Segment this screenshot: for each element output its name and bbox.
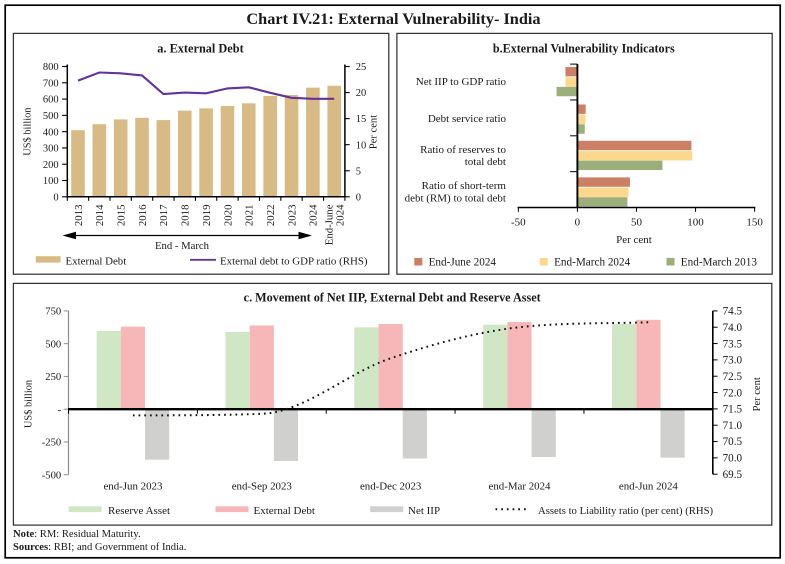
svg-text:-500: -500 — [42, 470, 61, 481]
svg-text:total debt: total debt — [465, 156, 506, 168]
svg-text:Per cent: Per cent — [752, 377, 763, 411]
svg-text:End-March 2013: End-March 2013 — [681, 256, 758, 268]
svg-text:Reserve Asset: Reserve Asset — [108, 505, 170, 517]
svg-text:2024: 2024 — [335, 204, 347, 226]
svg-text:100: 100 — [43, 176, 59, 187]
svg-text:73.5: 73.5 — [723, 338, 743, 350]
svg-text:end-Jun 2023: end-Jun 2023 — [103, 481, 163, 493]
svg-text:73.0: 73.0 — [723, 355, 743, 367]
svg-text:300: 300 — [43, 144, 59, 155]
svg-text:70.5: 70.5 — [723, 436, 743, 448]
svg-text:External debt to GDP ratio (RH: External debt to GDP ratio (RHS) — [220, 256, 368, 268]
svg-text:0: 0 — [575, 217, 581, 229]
svg-text:Per cent: Per cent — [369, 115, 380, 149]
svg-text:400: 400 — [43, 127, 59, 138]
svg-text:end-Dec 2023: end-Dec 2023 — [360, 481, 422, 493]
svg-text:End-March 2024: End-March 2024 — [554, 256, 631, 268]
svg-text:0: 0 — [356, 192, 361, 203]
svg-text:2018: 2018 — [180, 205, 192, 227]
svg-text:72.5: 72.5 — [723, 371, 743, 383]
svg-text:c. Movement of Net IIP, Extern: c. Movement of Net IIP, External Debt an… — [244, 290, 541, 304]
svg-text:External Debt: External Debt — [254, 505, 315, 517]
svg-text:Ratio of short-term: Ratio of short-term — [422, 180, 507, 192]
svg-text:2015: 2015 — [115, 205, 127, 227]
svg-text:US$ billion: US$ billion — [23, 107, 34, 156]
svg-text:50: 50 — [631, 217, 643, 229]
svg-text:2016: 2016 — [137, 204, 149, 226]
svg-text:-: - — [58, 405, 62, 416]
svg-text:2024: 2024 — [308, 204, 320, 226]
svg-text:Sources: RBI; and Government o: Sources: RBI; and Government of India. — [13, 542, 186, 553]
svg-text:2023: 2023 — [286, 205, 298, 227]
svg-text:end-Sep 2023: end-Sep 2023 — [232, 481, 293, 493]
svg-text:25: 25 — [356, 62, 367, 73]
svg-text:74.0: 74.0 — [723, 322, 743, 334]
svg-text:500: 500 — [45, 339, 61, 350]
svg-text:end-Jun 2024: end-Jun 2024 — [619, 481, 679, 493]
svg-text:69.5: 69.5 — [723, 469, 743, 481]
svg-text:Ratio of reserves to: Ratio of reserves to — [420, 144, 506, 156]
svg-text:External Debt: External Debt — [66, 256, 127, 268]
svg-text:US$ billion: US$ billion — [23, 379, 34, 428]
svg-text:71.0: 71.0 — [723, 420, 743, 432]
svg-text:Net IIP: Net IIP — [408, 505, 440, 517]
svg-text:2021: 2021 — [244, 205, 256, 227]
svg-text:70.0: 70.0 — [723, 453, 743, 465]
svg-text:72.0: 72.0 — [723, 387, 743, 399]
svg-text:-250: -250 — [42, 438, 61, 449]
svg-text:Chart IV.21: External Vulnerab: Chart IV.21: External Vulnerability- Ind… — [246, 9, 540, 28]
svg-text:2014: 2014 — [94, 204, 106, 226]
svg-text:Assets to Liability ratio (per: Assets to Liability ratio (per cent) (RH… — [538, 505, 714, 517]
svg-text:-50: -50 — [511, 217, 526, 229]
svg-text:end-Mar 2024: end-Mar 2024 — [489, 481, 552, 493]
svg-text:200: 200 — [43, 160, 59, 171]
svg-text:debt (RM) to total debt: debt (RM) to total debt — [405, 193, 506, 205]
svg-text:500: 500 — [43, 111, 59, 122]
svg-text:Net IIP to GDP ratio: Net IIP to GDP ratio — [416, 76, 507, 88]
svg-text:Per cent: Per cent — [616, 234, 652, 246]
svg-text:2019: 2019 — [201, 205, 213, 227]
svg-text:End-June: End-June — [324, 204, 336, 245]
svg-text:2020: 2020 — [222, 205, 234, 227]
svg-text:10: 10 — [356, 140, 367, 151]
svg-text:74.5: 74.5 — [723, 306, 743, 318]
svg-text:700: 700 — [43, 78, 59, 89]
svg-text:2022: 2022 — [265, 205, 277, 227]
svg-text:2013: 2013 — [73, 205, 85, 227]
svg-text:End-June 2024: End-June 2024 — [429, 256, 497, 268]
svg-text:Note: RM: Residual Maturity.: Note: RM: Residual Maturity. — [13, 529, 141, 540]
svg-text:71.5: 71.5 — [723, 404, 743, 416]
svg-text:a. External Debt: a. External Debt — [157, 42, 244, 56]
svg-text:2017: 2017 — [158, 204, 170, 226]
svg-text:100: 100 — [687, 217, 704, 229]
svg-text:0: 0 — [53, 192, 58, 203]
svg-text:150: 150 — [746, 217, 763, 229]
svg-text:End - March: End - March — [155, 240, 210, 252]
svg-text:600: 600 — [43, 95, 59, 106]
svg-text:250: 250 — [45, 372, 61, 383]
svg-text:5: 5 — [356, 166, 361, 177]
svg-text:20: 20 — [356, 88, 367, 99]
svg-text:15: 15 — [356, 114, 367, 125]
svg-text:750: 750 — [45, 307, 61, 318]
svg-text:Debt service ratio: Debt service ratio — [428, 113, 507, 125]
svg-text:b.External Vulnerability Indic: b.External Vulnerability Indicators — [493, 41, 675, 55]
svg-text:800: 800 — [43, 62, 59, 73]
